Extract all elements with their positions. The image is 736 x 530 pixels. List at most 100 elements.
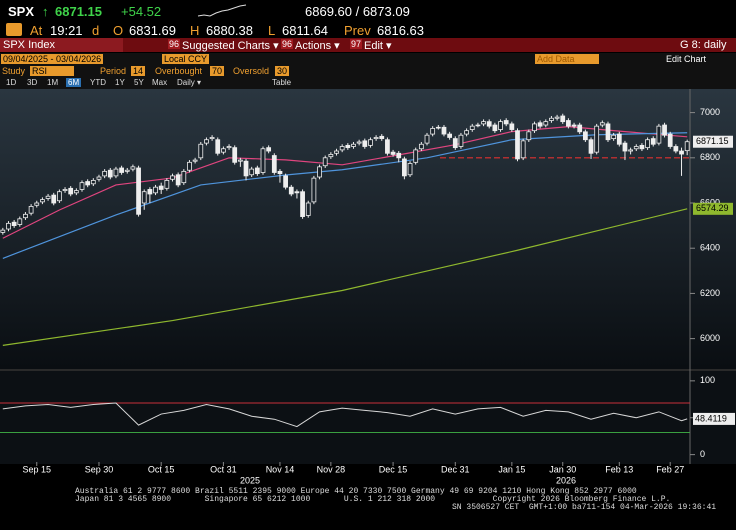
icon (6, 23, 22, 36)
study-label: Study (2, 66, 26, 76)
candle-body (23, 213, 28, 219)
add-data[interactable]: Add Data (535, 54, 599, 64)
x-tick-label: Feb 13 (605, 464, 633, 474)
candle-body (605, 123, 611, 141)
price-tag: 6871.15 (696, 136, 729, 146)
range-button[interactable]: YTD (90, 78, 106, 87)
line-series (2, 402, 688, 428)
candle-body (407, 163, 413, 176)
menu-item[interactable]: Actions ▾ (295, 40, 340, 52)
candle-body (34, 202, 40, 206)
candle-body (187, 161, 192, 171)
candle-body (616, 133, 622, 145)
x-tick-label: Sep 30 (85, 464, 114, 474)
candle-body (373, 137, 379, 139)
time: 19:21 (50, 23, 83, 38)
candle-body (599, 122, 605, 126)
candle-body (656, 125, 662, 144)
candle-body (339, 146, 345, 151)
range-button[interactable]: 1D (6, 78, 17, 87)
candle-body (379, 135, 385, 139)
candle-body (170, 175, 175, 180)
candle-body (11, 221, 17, 227)
candle-body (215, 139, 221, 154)
candle-body (294, 191, 300, 194)
menu-item[interactable]: Edit ▾ (364, 40, 392, 52)
candle-body (62, 189, 68, 191)
edit-chart[interactable]: Edit Chart (666, 54, 707, 64)
range-button[interactable]: 5Y (134, 78, 144, 87)
security[interactable]: SPX Index (0, 38, 123, 52)
candle-body (277, 170, 283, 175)
ma-tag: 6574.29 (696, 203, 729, 213)
candle-body (577, 124, 583, 133)
x-tick-label: Dec 15 (379, 464, 408, 474)
menu-number[interactable]: 97 (350, 39, 363, 49)
candle-body (0, 229, 6, 233)
y-tick-label: 6400 (700, 243, 720, 253)
candle-body (175, 174, 181, 186)
rsi-panel (0, 371, 736, 464)
y-tick-label: 100 (700, 375, 715, 385)
candle-body (322, 157, 328, 167)
candle-body (469, 125, 475, 130)
menu-item[interactable]: Suggested Charts ▾ (182, 40, 279, 52)
study[interactable]: RSI (30, 66, 74, 76)
footer-line: Australia 61 2 9777 8600 Brazil 5511 239… (75, 487, 637, 496)
range-button[interactable]: Max (152, 78, 168, 87)
candle-body (673, 146, 679, 152)
candle-body (73, 190, 79, 194)
candle-body (515, 130, 520, 160)
x-tick-label: Feb 27 (656, 464, 684, 474)
candle-body (362, 140, 368, 147)
table[interactable]: Table (272, 78, 292, 87)
range-button[interactable]: 3D (27, 78, 38, 87)
date-range[interactable]: 09/04/2025 - 03/04/2026 (1, 54, 104, 64)
range-bar: 1D 3D 1M 6M YTD 1Y 5Y Max Daily ▾ Table (0, 77, 736, 89)
range-button[interactable]: 1M (47, 78, 59, 87)
candle-body (594, 125, 600, 153)
date-bar: 09/04/2025 - 03/04/2026 Local CCY Add Da… (0, 53, 736, 65)
footer-line: Japan 81 3 4565 8900 Singapore 65 6212 1… (75, 495, 671, 504)
candle-body (85, 181, 91, 186)
candle-body (639, 144, 645, 150)
candle-body (645, 139, 650, 149)
oversold-label: Oversold (233, 66, 270, 76)
candle-body (305, 202, 311, 216)
chart-number[interactable]: G 8: daily (680, 39, 727, 51)
quote-bar: SPX ↑ 6871.15 +54.52 6869.60 / 6873.09 (0, 0, 736, 22)
currency[interactable]: Local CCY (162, 54, 210, 64)
candle-body (317, 166, 322, 178)
candle-body (300, 191, 305, 217)
menu-number[interactable]: 96 (168, 39, 181, 49)
menu-number[interactable]: 96 (281, 39, 294, 49)
y-tick-label: 6600 (700, 197, 720, 207)
candle-body (549, 117, 554, 121)
candle-body (51, 194, 57, 204)
candle-body (107, 169, 113, 178)
candle-body (164, 180, 170, 189)
candle-body (345, 144, 351, 149)
candle-body (385, 139, 390, 154)
range-button[interactable]: 1Y (115, 78, 125, 87)
frequency[interactable]: Daily ▾ (177, 78, 202, 87)
period[interactable]: 14 (131, 66, 146, 76)
period-label: Period (100, 66, 127, 76)
candle-body (560, 115, 566, 123)
candle-body (430, 128, 436, 135)
range-button[interactable]: 6M (66, 78, 82, 87)
oversold[interactable]: 30 (275, 66, 290, 76)
d-label: d (92, 23, 100, 38)
net-change: +54.52 (121, 4, 162, 19)
candle-body (356, 141, 362, 144)
candle-body (566, 120, 571, 127)
candle-body (249, 168, 255, 176)
overbought[interactable]: 70 (210, 66, 225, 76)
candle-body (492, 124, 498, 132)
x-tick-label: Sep 15 (22, 464, 51, 474)
candle-body (79, 182, 85, 190)
candle-body (667, 133, 673, 147)
candle-body (254, 167, 260, 175)
rsi-tag-box (693, 412, 735, 425)
